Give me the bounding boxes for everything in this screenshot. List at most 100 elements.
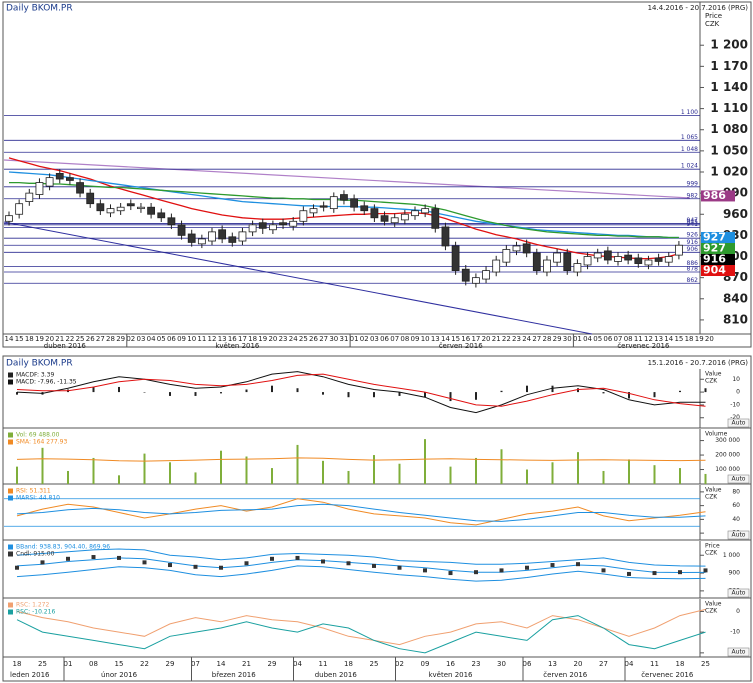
y-tick-label: -10 bbox=[730, 629, 740, 636]
candle-body bbox=[116, 206, 125, 212]
price-marker-label: 904 bbox=[703, 264, 726, 277]
auto-button[interactable] bbox=[727, 418, 750, 428]
y-tick-label: 200 000 bbox=[715, 452, 740, 459]
x-tick-label: 18 bbox=[25, 335, 34, 343]
level-label: 886 bbox=[687, 260, 699, 267]
x-tick-label: 23 bbox=[279, 335, 288, 343]
bar bbox=[194, 472, 197, 484]
x-tick-label: 30 bbox=[329, 335, 338, 343]
x-tick-label: 22 bbox=[502, 335, 511, 343]
x-tick-label: 24 bbox=[522, 335, 531, 343]
x-tick-label: 10 bbox=[421, 335, 430, 343]
candle bbox=[576, 562, 580, 567]
y-tick-label: 10 bbox=[732, 376, 740, 383]
auto-button[interactable] bbox=[727, 647, 750, 657]
level-label: 982 bbox=[687, 192, 699, 199]
x-tick-label: 14 bbox=[217, 660, 226, 668]
bar bbox=[398, 463, 401, 484]
auto-button[interactable] bbox=[727, 588, 750, 598]
x-tick-label: 18 bbox=[685, 335, 694, 343]
x-tick-label: 04 bbox=[583, 335, 592, 343]
x-tick-label: 25 bbox=[299, 335, 308, 343]
auto-button-label[interactable]: Auto bbox=[732, 590, 746, 597]
x-tick-label: 20 bbox=[482, 335, 491, 343]
x-tick-label: 12 bbox=[644, 335, 653, 343]
x-tick-label: 28 bbox=[542, 335, 551, 343]
candle bbox=[499, 568, 504, 573]
auto-button[interactable] bbox=[727, 530, 750, 540]
level-label: 1 048 bbox=[681, 146, 698, 153]
candle-body bbox=[5, 215, 13, 222]
x-tick-label: 07 bbox=[191, 660, 200, 668]
bar bbox=[16, 392, 18, 395]
y-axis-label: CZK bbox=[705, 494, 718, 501]
candle bbox=[372, 563, 376, 568]
auto-button-label[interactable]: Auto bbox=[732, 532, 746, 539]
bar bbox=[475, 457, 477, 484]
price-marker bbox=[701, 265, 735, 277]
candle-body bbox=[35, 182, 44, 195]
legend-label: BBand: 938.83, 904.40, 869.96 bbox=[16, 544, 110, 551]
indicator-line bbox=[16, 608, 706, 646]
bar bbox=[245, 389, 248, 393]
candle bbox=[40, 560, 45, 565]
indicator-line bbox=[16, 503, 706, 522]
bar bbox=[577, 388, 579, 393]
bar bbox=[220, 450, 222, 484]
bar bbox=[118, 475, 120, 484]
x-tick-label: 11 bbox=[634, 335, 643, 343]
bar bbox=[220, 392, 222, 394]
level-label: 945 bbox=[687, 218, 699, 225]
legend-label: Vol: 69 488.00 bbox=[16, 432, 60, 439]
x-tick-label: 22 bbox=[65, 335, 74, 343]
candle bbox=[142, 560, 147, 565]
x-tick-label: 05 bbox=[593, 335, 602, 343]
y-axis-label: Price bbox=[705, 12, 722, 20]
y-tick-label: -20 bbox=[730, 414, 740, 421]
candle-body bbox=[218, 229, 227, 240]
candle-body bbox=[532, 252, 541, 272]
x-tick-label: 28 bbox=[106, 335, 115, 343]
candle-body bbox=[350, 198, 359, 208]
candle-body bbox=[228, 236, 237, 243]
bar bbox=[169, 392, 171, 396]
x-tick-label: 18 bbox=[248, 335, 257, 343]
x-tick-label: 20 bbox=[574, 660, 583, 668]
auto-button-label[interactable]: Auto bbox=[732, 420, 746, 427]
candle-body bbox=[15, 203, 24, 215]
level-label: 999 bbox=[687, 180, 699, 187]
x-tick-label: 05 bbox=[157, 335, 166, 343]
candle bbox=[270, 556, 274, 561]
x-tick-label: 29 bbox=[268, 660, 277, 668]
y-axis-label: CZK bbox=[705, 608, 718, 615]
level-label: 947 bbox=[687, 217, 699, 224]
x-tick-label: 15 bbox=[674, 335, 683, 343]
y-tick-label: 1 140 bbox=[710, 80, 748, 94]
candle-body bbox=[583, 256, 592, 266]
x-tick-label: 06 bbox=[380, 335, 389, 343]
candle-body bbox=[157, 212, 166, 219]
candle-body bbox=[25, 192, 34, 202]
candle-body bbox=[492, 259, 501, 273]
candle bbox=[193, 564, 198, 569]
auto-button-label[interactable]: Auto bbox=[732, 649, 746, 656]
bar bbox=[500, 390, 503, 393]
x-tick-label: 04 bbox=[293, 660, 302, 668]
auto-button[interactable] bbox=[727, 474, 750, 484]
x-tick-label: 29 bbox=[553, 335, 562, 343]
level-label: 941 bbox=[687, 221, 699, 228]
auto-button-label[interactable]: Auto bbox=[732, 476, 746, 483]
legend-label: RSC: 1.272 bbox=[16, 602, 49, 609]
x-tick-label: 09 bbox=[411, 335, 420, 343]
candle-body bbox=[603, 250, 612, 261]
indicator-line bbox=[16, 615, 706, 654]
candle-body bbox=[177, 224, 186, 236]
candle-body bbox=[431, 208, 440, 229]
bar bbox=[679, 468, 681, 484]
bar bbox=[679, 390, 681, 393]
candle-body bbox=[624, 254, 633, 261]
candle-body bbox=[654, 257, 663, 262]
y-tick-label: 900 bbox=[729, 570, 741, 577]
x-tick-label: 25 bbox=[701, 660, 710, 668]
y-axis-label: CZK bbox=[705, 20, 720, 28]
